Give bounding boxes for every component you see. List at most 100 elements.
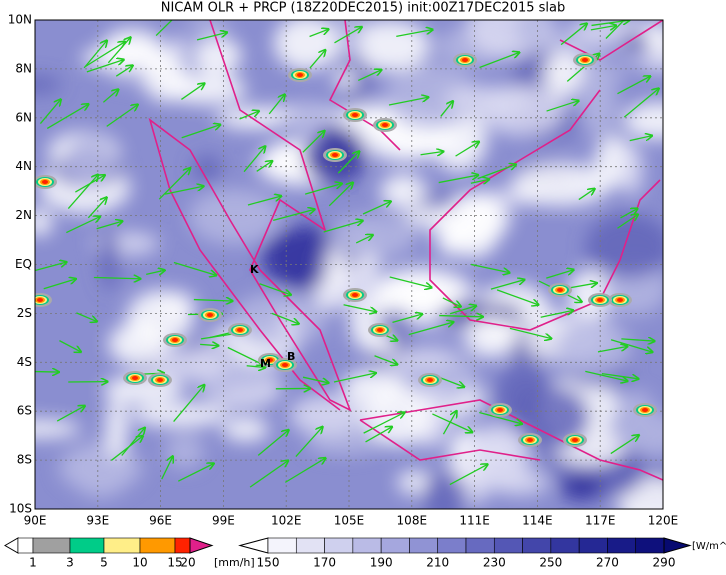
lon-label: 93E	[86, 514, 109, 528]
rain-cell	[427, 378, 433, 382]
lon-label: 114E	[522, 514, 553, 528]
colorbar-box	[70, 538, 104, 553]
cloud	[464, 424, 530, 488]
colorbar-box	[466, 538, 494, 553]
cloud	[166, 73, 247, 104]
lon-label: 96E	[149, 514, 172, 528]
colorbar-tip	[190, 538, 212, 553]
colorbar-label: 230	[483, 556, 506, 570]
colorbar-box	[551, 538, 579, 553]
colorbar-tip	[664, 538, 690, 553]
colorbar-box	[140, 538, 175, 553]
rain-cell	[617, 298, 623, 302]
lon-label: 111E	[459, 514, 490, 528]
colorbar-label: 190	[370, 556, 393, 570]
colorbar-box	[353, 538, 381, 553]
cloud	[165, 434, 204, 469]
cloud	[646, 23, 674, 54]
cloud	[614, 411, 688, 455]
colorbar-box	[175, 538, 190, 553]
cloud	[295, 100, 320, 148]
cloud	[274, 16, 339, 71]
rain-cell	[462, 58, 468, 62]
colorbar-label: 290	[653, 556, 676, 570]
lat-label: 8N	[15, 61, 32, 75]
cloud	[189, 189, 282, 245]
rain-cell	[352, 293, 358, 297]
rain-cell	[332, 153, 338, 157]
rain-cell	[497, 408, 503, 412]
lat-label: 6S	[17, 404, 32, 418]
lon-label: 120E	[648, 514, 679, 528]
lon-label: 90E	[24, 514, 47, 528]
cloud	[188, 15, 228, 35]
rain-cell	[237, 328, 243, 332]
colorbar-box	[104, 538, 140, 553]
rain-cell	[297, 73, 303, 77]
colorbar-label: 10	[132, 556, 147, 570]
cloud	[585, 214, 672, 279]
rain-cell	[582, 58, 588, 62]
lat-label: 10N	[8, 13, 32, 27]
lon-label: 108E	[397, 514, 428, 528]
cloud	[617, 47, 651, 65]
cloud	[307, 433, 382, 455]
cloud	[10, 76, 62, 93]
rain-cell	[132, 376, 138, 380]
colorbar-box	[579, 538, 607, 553]
colorbar-box	[268, 538, 296, 553]
colorbar-box	[18, 538, 33, 553]
cloud	[621, 144, 643, 197]
cloud	[342, 370, 403, 405]
colorbar-label: 20	[180, 556, 195, 570]
lat-label: 6N	[15, 110, 32, 124]
colorbar-tip	[240, 538, 268, 553]
colorbar-box	[523, 538, 551, 553]
colorbar-label: 270	[596, 556, 619, 570]
cloud	[444, 193, 501, 258]
cloud	[403, 289, 458, 306]
colorbar-label: 5	[100, 556, 108, 570]
colorbar-box	[409, 538, 437, 553]
colorbar-box	[33, 538, 70, 553]
cloud	[222, 418, 269, 442]
lon-label: 99E	[212, 514, 235, 528]
colorbar-label: 1	[29, 556, 37, 570]
cloud	[580, 73, 617, 136]
cloud	[443, 86, 534, 110]
colorbar-box	[607, 538, 635, 553]
rain-cell	[42, 180, 48, 184]
lat-label: 4N	[15, 159, 32, 173]
colorbar-box	[494, 538, 522, 553]
rain-cell	[352, 113, 358, 117]
cloud	[99, 228, 119, 290]
colorbar-box	[636, 538, 664, 553]
colorbar-box	[296, 538, 324, 553]
rain-cell	[157, 378, 163, 382]
colorbar-unit: [mm/h]	[214, 556, 255, 569]
cloud	[383, 349, 458, 367]
rain-cell	[597, 298, 603, 302]
cloud	[166, 37, 190, 58]
rain-cell	[37, 298, 43, 302]
lat-label: 4S	[17, 355, 32, 369]
colorbar-label: 150	[257, 556, 280, 570]
rain-cell	[382, 123, 388, 127]
rain-cell	[172, 338, 178, 342]
lon-label: 102E	[271, 514, 302, 528]
rain-cell	[282, 363, 288, 367]
title: NICAM OLR + PRCP (18Z20DEC2015) init:00Z…	[161, 1, 566, 16]
colorbar-unit: [W/m^2]	[692, 541, 726, 552]
place-label: K	[250, 263, 259, 276]
cloud	[106, 396, 128, 458]
lat-label: 8S	[17, 453, 32, 467]
colorbar-label: 3	[66, 556, 74, 570]
cloud	[192, 155, 222, 181]
rain-cell	[572, 438, 578, 442]
lon-label: 117E	[585, 514, 616, 528]
colorbar-box	[381, 538, 409, 553]
colorbar-tip	[5, 538, 18, 553]
rain-cell	[557, 288, 563, 292]
colorbar-label: 210	[426, 556, 449, 570]
